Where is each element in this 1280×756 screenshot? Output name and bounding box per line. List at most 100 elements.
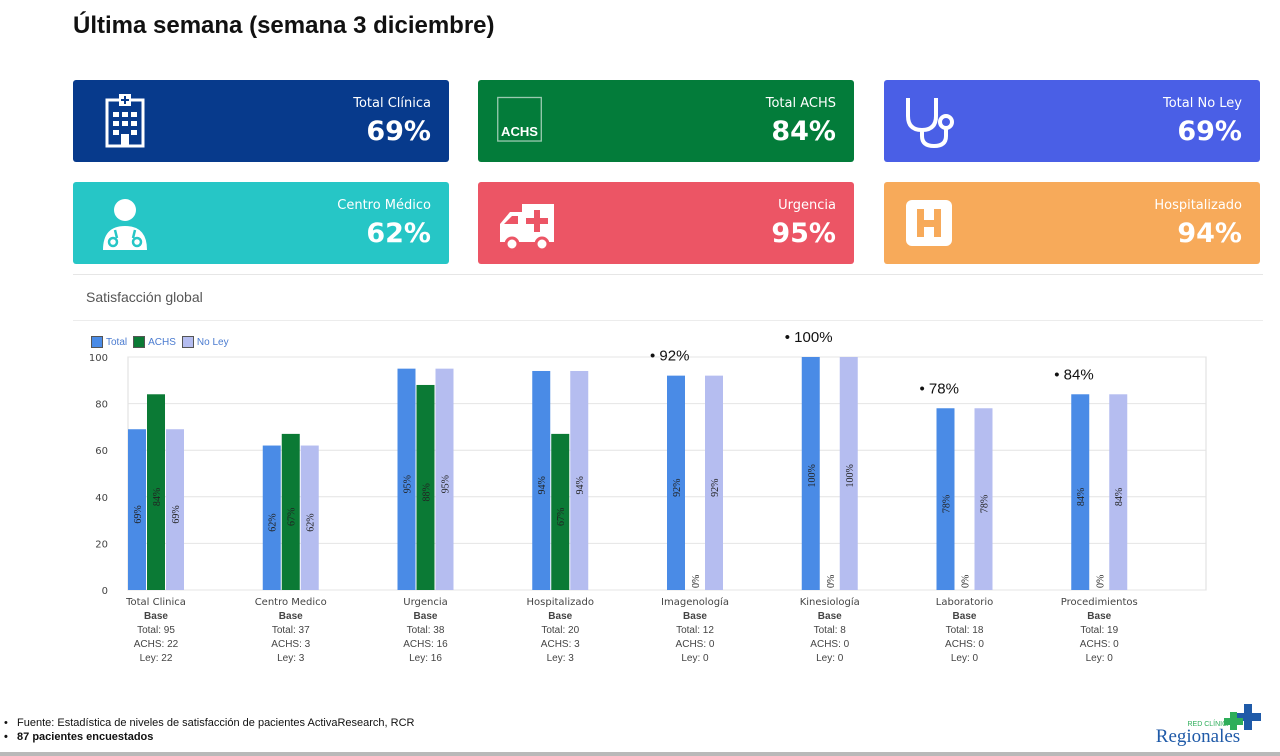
base-achs: ACHS: 0 [1079,639,1119,650]
legend-swatch [91,336,103,348]
achs-logo-icon: ACHS [497,96,542,142]
base-info-block: Base Total: 12 ACHS: 0 Ley: 0 [625,610,765,666]
bar-annotation: • 78% [920,380,959,397]
base-title: Base [952,611,977,622]
card-total-achs: ACHS Total ACHS 84% [478,80,854,162]
footer-notes: • Fuente: Estadística de niveles de sati… [4,716,414,744]
base-total: Total: 95 [137,625,175,636]
bar-data-label: 78% [980,495,991,513]
bar-achs [551,433,570,590]
base-ley: Ley: 16 [409,653,442,664]
base-achs: ACHS: 16 [403,639,448,650]
base-ley: Ley: 3 [546,653,574,664]
bar-total [128,429,146,590]
bar-data-label: 0% [1095,575,1106,588]
base-info-block: Base Total: 19 ACHS: 0 Ley: 0 [1029,610,1169,666]
base-title: Base [817,611,842,622]
legend-label: ACHS [148,336,176,348]
bar-total [936,408,955,590]
bar-annotation: • 84% [1054,366,1093,383]
bar-data-label: 94% [537,476,548,494]
hospital-h-icon [906,200,952,246]
base-title: Base [278,611,303,622]
base-total: Total: 38 [406,625,445,636]
base-achs: ACHS: 3 [540,639,580,650]
y-tick-label: 20 [95,539,108,550]
base-achs: ACHS: 3 [271,639,311,650]
card-label: Total Clínica [353,96,431,111]
base-total: Total: 18 [945,625,984,636]
x-category-label: Hospitalizado [527,597,594,608]
footer-source: • Fuente: Estadística de niveles de sati… [4,717,415,729]
x-category-label: Urgencia [403,597,448,608]
base-total: Total: 37 [271,625,310,636]
logo-top-text: RED CLÍNICAS [1187,719,1236,728]
bar-total [397,368,416,590]
bar-no-ley [1109,394,1128,590]
bar-data-label: 0% [826,575,837,588]
bar-data-label: 69% [171,505,182,523]
satisfaction-bar-chart: 0 20 40 60 80 100 69% 84% 69% Total Clinica 62% 67%… [89,329,1207,608]
card-value: 95% [771,218,836,249]
bar-data-label: 0% [691,575,702,588]
base-ley: Ley: 0 [950,653,979,664]
footer-patients: • 87 pacientes encuestados [4,731,154,743]
bar-no-ley [974,408,993,590]
bar-data-label: 100% [845,464,856,487]
card-label: Hospitalizado [1154,198,1242,213]
bar-no-ley [300,445,319,590]
panel-title: Satisfacción global [86,289,203,305]
bar-data-label: 62% [306,513,317,531]
bar-total [667,375,685,590]
base-achs: ACHS: 0 [675,639,715,650]
base-info-block: Base Total: 8 ACHS: 0 Ley: 0 [760,610,900,666]
card-label: Total No Ley [1162,96,1242,111]
panel-divider [73,320,1263,321]
bar-data-label: 88% [422,483,433,501]
base-title: Base [144,611,168,622]
card-value: 94% [1177,218,1242,249]
base-title: Base [683,611,707,622]
bar-no-ley [705,375,723,590]
base-total: Total: 8 [813,625,846,636]
base-achs: ACHS: 0 [945,639,984,650]
legend-item-total[interactable]: Total [91,336,127,348]
logo-main-text: Regionales [1156,726,1240,747]
card-label: Urgencia [778,198,836,213]
bar-no-ley [435,368,454,590]
bar-data-label: 95% [403,475,414,493]
bar-data-label: 0% [961,575,972,588]
bar-data-label: 84% [152,488,163,506]
base-achs: ACHS: 0 [810,639,850,650]
footer-source-text: Fuente: Estadística de niveles de satisf… [17,717,415,729]
achs-logo-text: ACHS [501,124,538,139]
card-total-no-ley: Total No Ley 69% [884,80,1260,162]
x-category-label: Imagenología [661,596,729,608]
y-tick-label: 40 [95,493,108,504]
base-info-block: Base Total: 20 ACHS: 3 Ley: 3 [490,610,630,666]
y-tick-label: 60 [95,446,108,457]
base-total: Total: 19 [1080,625,1119,636]
legend-item-achs[interactable]: ACHS [133,336,176,348]
y-tick-label: 0 [102,586,108,597]
bar-data-label: 94% [575,476,586,494]
legend-label: No Ley [196,336,229,348]
card-centro-medico: Centro Médico 62% [73,182,449,264]
bar-data-label: 84% [1114,488,1125,506]
base-achs: ACHS: 22 [133,639,179,650]
legend-item-no-ley[interactable]: No Ley [181,336,229,348]
base-info-block: Base Total: 95 ACHS: 22 Ley: 22 [86,610,226,666]
card-value: 69% [366,116,431,147]
x-category-label: Centro Medico [255,597,327,608]
page-title: Última semana (semana 3 diciembre) [73,12,495,39]
x-category-label: Total Clinica [125,597,186,608]
bar-data-label: 95% [441,475,452,493]
bar-total [262,445,281,590]
footer-patients-text: 87 pacientes encuestados [17,731,154,743]
base-title: Base [1087,611,1112,622]
bottom-divider [0,752,1280,756]
card-total-clinica: Total Clínica 69% [73,80,449,162]
card-value: 62% [366,218,431,249]
chart-legend: Total ACHS No Ley [91,336,229,348]
bar-annotation: • 92% [650,348,689,365]
